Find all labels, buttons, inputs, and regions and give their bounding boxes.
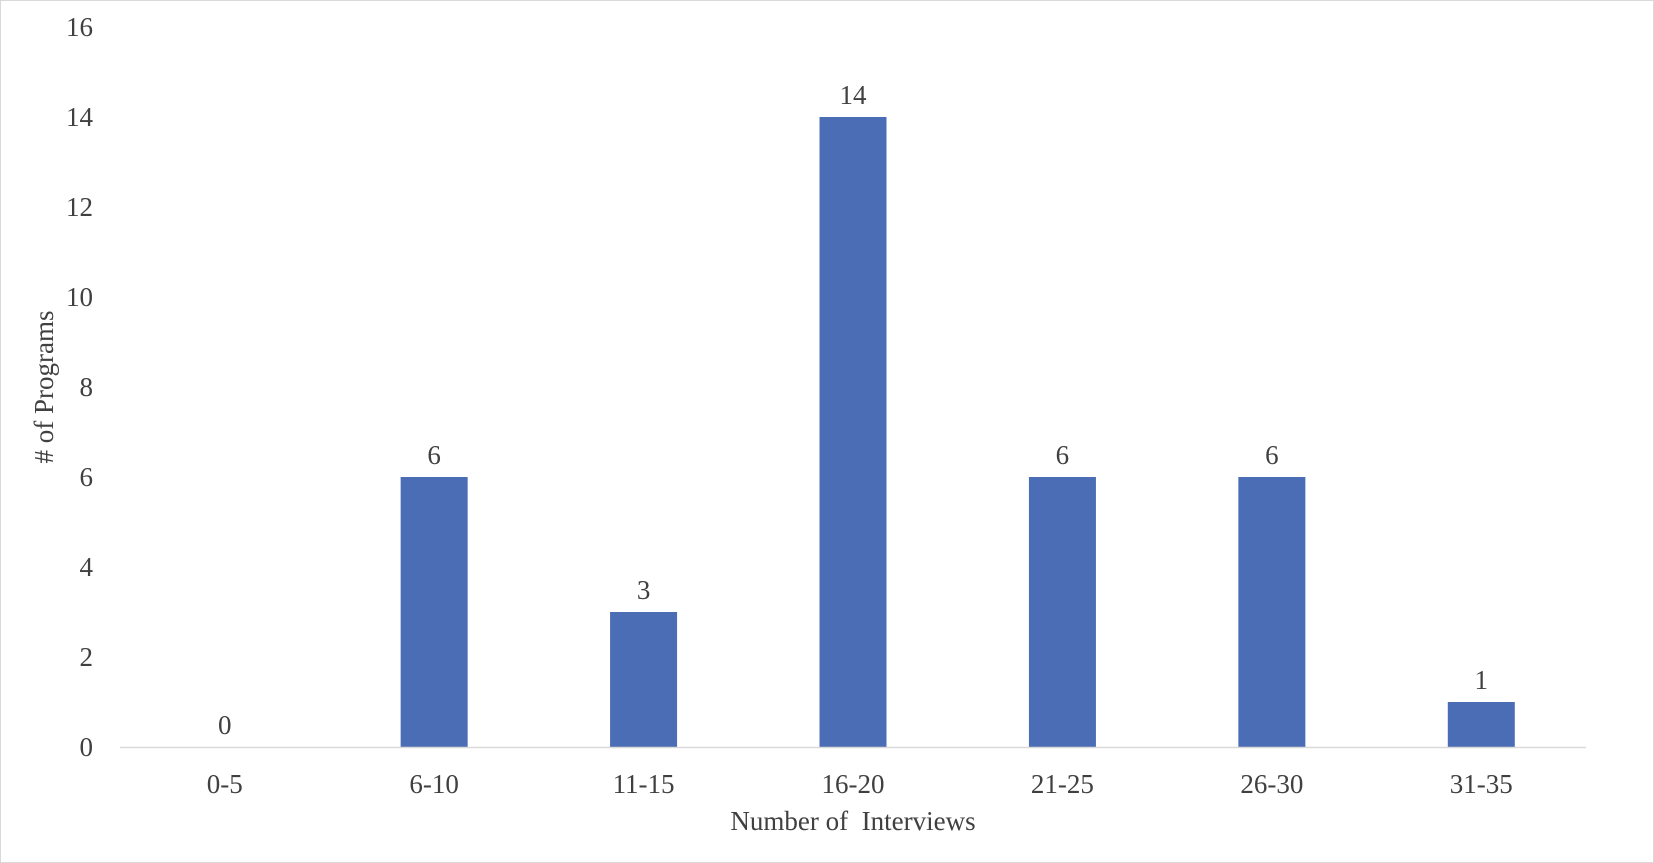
y-tick-label: 14 bbox=[66, 102, 94, 132]
bar bbox=[610, 612, 678, 747]
x-axis-ticks: 0-5 6-10 11-15 16-20 21-25 26-30 31-35 bbox=[207, 769, 1513, 799]
data-label: 14 bbox=[840, 80, 868, 110]
bar bbox=[400, 477, 468, 747]
data-labels: 0 6 3 14 6 6 1 bbox=[218, 80, 1488, 740]
x-axis-title: Number of Interviews bbox=[730, 806, 975, 836]
data-label: 6 bbox=[1056, 440, 1070, 470]
bar bbox=[1238, 477, 1306, 747]
y-tick-label: 8 bbox=[80, 372, 94, 402]
bar bbox=[819, 117, 887, 747]
x-tick-label: 26-30 bbox=[1240, 769, 1303, 799]
y-tick-label: 4 bbox=[80, 552, 94, 582]
x-tick-label: 11-15 bbox=[613, 769, 675, 799]
y-tick-label: 2 bbox=[80, 642, 94, 672]
bar bbox=[1447, 702, 1515, 747]
y-tick-label: 10 bbox=[66, 282, 93, 312]
data-label: 3 bbox=[637, 575, 651, 605]
data-label: 6 bbox=[427, 440, 441, 470]
data-label: 1 bbox=[1475, 665, 1489, 695]
y-tick-label: 6 bbox=[80, 462, 94, 492]
x-tick-label: 16-20 bbox=[822, 769, 885, 799]
x-tick-label: 0-5 bbox=[207, 769, 243, 799]
x-tick-label: 21-25 bbox=[1031, 769, 1094, 799]
bars bbox=[400, 117, 1515, 747]
data-label: 6 bbox=[1265, 440, 1279, 470]
x-tick-label: 6-10 bbox=[409, 769, 459, 799]
data-label: 0 bbox=[218, 710, 232, 740]
x-tick-label: 31-35 bbox=[1450, 769, 1513, 799]
y-tick-label: 16 bbox=[66, 12, 93, 42]
y-axis-ticks: 0 2 4 6 8 10 12 14 16 bbox=[66, 12, 94, 762]
y-axis-title: # of Programs bbox=[29, 311, 59, 464]
y-tick-label: 0 bbox=[80, 732, 94, 762]
y-tick-label: 12 bbox=[66, 192, 93, 222]
bar bbox=[1028, 477, 1096, 747]
